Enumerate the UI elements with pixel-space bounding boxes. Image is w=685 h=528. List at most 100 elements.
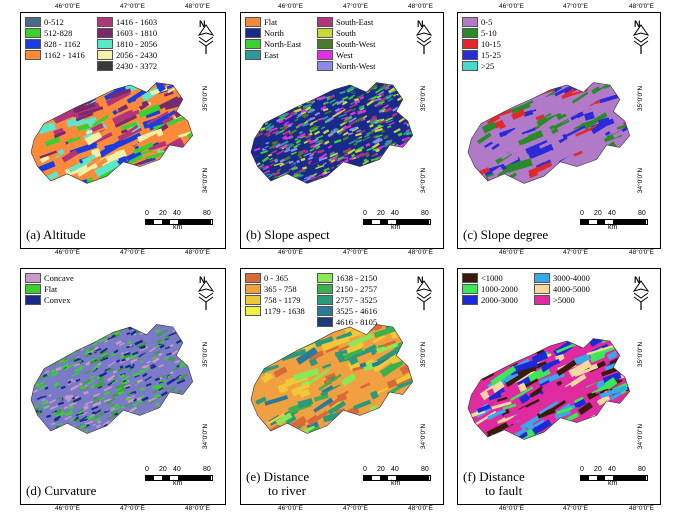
scale-bar: 0 20 40 80 km [145,466,217,487]
legend-label: 4000-5000 [553,283,590,294]
legend-label: 828 - 1162 [44,38,81,49]
legend-label: 2430 - 3372 [116,60,158,71]
north-arrow-icon: N [630,17,652,55]
lat-tick-label: 34°0'0"N [420,423,428,450]
legend-label: North-West [336,60,376,71]
scale-label: 0 [363,210,367,217]
legend-swatch [462,49,478,60]
legend-item: 512-828 [25,27,97,38]
legend-swatch [462,294,478,305]
legend-item: Concave [25,272,85,283]
lon-tick-label: 48°0'0"E [408,249,433,256]
scale-label: 40 [608,210,616,217]
panel-caption: (b) Slope aspect [246,227,330,242]
scale-label: 80 [421,466,429,473]
legend-item: 828 - 1162 [25,38,97,49]
legend-swatch [317,294,333,305]
lat-tick-label: 35°0'0"N [637,341,645,368]
lat-tick-label: 35°0'0"N [420,85,428,112]
north-arrow-icon: N [413,17,435,55]
scale-bar: 0 20 40 80 km [363,466,435,487]
legend-slope-aspect: Flat South-East North South North-East South-… [245,16,390,71]
legend-label: 365 - 758 [264,283,297,294]
scale-label: 0 [363,466,367,473]
legend-item: 5-10 [462,27,522,38]
legend-swatch [245,16,261,27]
legend-label: East [264,49,279,60]
panel-curvature: Concave Flat Convex N 35°0'0"N 34°0'0"N 0 20 40 8… [20,268,226,505]
legend-label: 2056 - 2430 [116,49,158,60]
legend-swatch [462,272,478,283]
lon-tick-label: 46°0'0"E [278,505,303,512]
lon-tick-label: 48°0'0"E [629,505,654,512]
scale-label: 0 [580,210,584,217]
legend-swatch [462,38,478,49]
scale-label: 40 [391,210,399,217]
legend-item: 2056 - 2430 [97,49,169,60]
panel-caption: (e) Distance to river [246,469,310,498]
legend-item: West [317,49,389,60]
scale-label: 20 [159,466,167,473]
legend-label: 3000-4000 [553,272,590,283]
legend-swatch [462,60,478,71]
scale-label: 20 [594,210,602,217]
scale-unit: km [608,224,618,231]
scale-unit: km [608,480,618,487]
legend-label: Flat [44,283,58,294]
legend-swatch [245,27,261,38]
legend-label: 1810 - 2056 [116,38,158,49]
legend-swatch [317,27,333,38]
scale-label: 40 [173,210,181,217]
legend-swatch [245,38,261,49]
legend-label: 0-5 [481,16,493,27]
scale-label: 80 [638,466,646,473]
scale-bar: 0 20 40 80 km [363,210,435,231]
lon-tick-label: 46°0'0"E [55,3,80,10]
legend-item: 1416 - 1603 [97,16,169,27]
lon-tick-label: 47°0'0"E [563,3,588,10]
legend-item: 758 - 1179 [245,294,317,305]
legend-item: 3525 - 4616 [317,305,389,316]
legend-swatch [534,272,550,283]
legend-label: South-West [336,38,376,49]
lon-tick-label: 46°0'0"E [278,3,303,10]
legend-swatch [245,305,261,316]
lon-tick-label: 48°0'0"E [408,505,433,512]
legend-item [25,60,97,71]
north-arrow-icon: N [195,17,217,55]
legend-label: >5000 [553,294,575,305]
legend-label: 0 - 365 [264,272,289,283]
lat-tick-label: 34°0'0"N [202,167,210,194]
scale-unit: km [391,224,401,231]
lon-tick-label: 47°0'0"E [120,249,145,256]
lon-tick-label: 47°0'0"E [343,3,368,10]
scale-label: 20 [377,210,385,217]
legend-label: 1638 - 2150 [336,272,378,283]
legend-swatch [317,272,333,283]
legend-swatch [317,60,333,71]
lon-tick-label: 47°0'0"E [563,249,588,256]
legend-item: 1179 - 1638 [245,305,317,316]
lat-tick-label: 35°0'0"N [420,341,428,368]
panel-distance-to-fault: <1000 3000-4000 1000-2000 4000-5000 2000-300… [457,268,661,505]
legend-label: 2000-3000 [481,294,518,305]
map-distance-to-river [250,324,414,434]
svg-text:N: N [417,275,424,285]
legend-swatch [25,49,41,60]
legend-swatch [317,16,333,27]
legend-swatch [462,27,478,38]
lon-tick-label: 47°0'0"E [563,505,588,512]
scale-bar: 0 20 40 80 km [580,210,652,231]
legend-item: 10-15 [462,38,522,49]
legend-item: South-East [317,16,389,27]
legend-item: North [245,27,317,38]
legend-label: 512-828 [44,27,73,38]
legend-label: Flat [264,16,278,27]
lat-tick-label: 35°0'0"N [202,341,210,368]
legend-label: South [336,27,356,38]
legend-item: 0-5 [462,16,522,27]
legend-label: North [264,27,284,38]
scale-label: 40 [173,466,181,473]
lat-tick-label: 34°0'0"N [202,423,210,450]
lon-tick-label: 48°0'0"E [408,3,433,10]
